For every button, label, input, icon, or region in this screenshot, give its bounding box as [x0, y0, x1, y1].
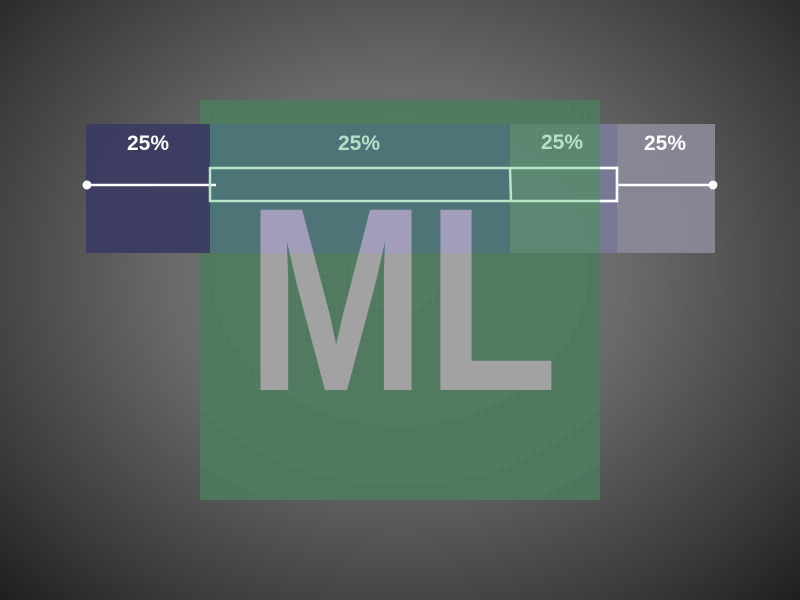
quartile-band-3b — [600, 124, 617, 253]
iqr-box-right-edge — [600, 166, 619, 203]
quartile-band-2 — [210, 124, 510, 253]
quartile-label-2: 25% — [338, 132, 380, 155]
quartile-label-3: 25% — [541, 131, 583, 154]
quartile-label-1: 25% — [127, 132, 169, 155]
quartile-band-3 — [510, 124, 617, 253]
quartile-band-1 — [86, 124, 210, 253]
median-line — [508, 167, 513, 202]
whisker-max-dot — [708, 180, 718, 190]
quartile-label-4: 25% — [644, 132, 686, 155]
whisker-min-dot — [82, 180, 92, 190]
quartile-band-4 — [617, 124, 715, 253]
